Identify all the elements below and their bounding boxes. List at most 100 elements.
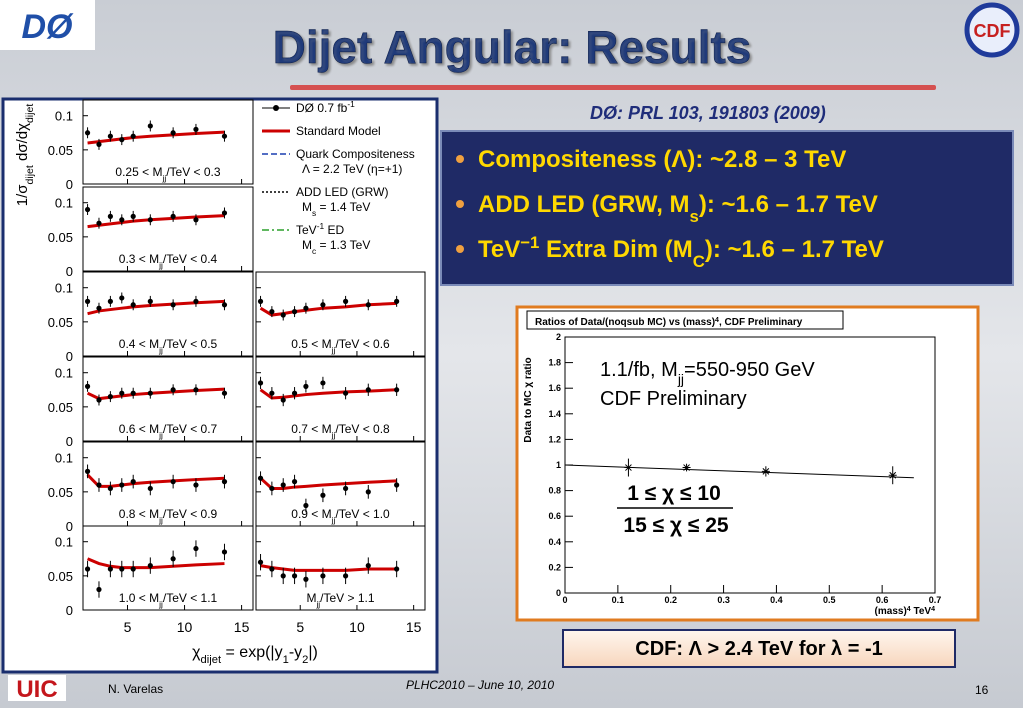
data-point: [221, 549, 228, 555]
panel-label: 0.7 < Mjj/TeV < 0.8: [291, 422, 390, 440]
y-tick-label: 1: [556, 460, 561, 470]
data-point: [221, 390, 228, 396]
data-point: [343, 390, 349, 396]
y-tick-label: 1.8: [548, 358, 561, 368]
data-point: [343, 573, 349, 579]
subscript: jj: [158, 260, 163, 270]
y-tick-label: 0: [556, 588, 561, 598]
footer-logo-box: [8, 675, 66, 701]
text-part: 0.4 < M: [119, 337, 159, 351]
y-tick-label: 1.2: [548, 434, 561, 444]
data-point: [394, 298, 400, 304]
data-point: [221, 479, 228, 485]
panel-label: 1.0 < Mjj/TeV < 1.1: [119, 591, 218, 609]
bullet-dot: [456, 245, 464, 253]
bullet-text: Compositeness (Λ): ~2.8 – 3 TeV: [478, 146, 846, 173]
panel-label: 0.6 < Mjj/TeV < 0.7: [119, 422, 218, 440]
data-point: [119, 217, 125, 223]
data-point: [221, 133, 228, 139]
text-part: , CDF Preliminary: [719, 317, 803, 328]
annotation: 1.1/fb, Mjj=550-950 GeV: [600, 359, 815, 387]
y-tick-label: 0.1: [55, 196, 73, 211]
data-point: [269, 390, 275, 396]
data-point: [119, 137, 125, 143]
data-point: [107, 566, 113, 572]
annotation: CDF Preliminary: [600, 388, 747, 410]
text-part: Standard Model: [296, 124, 381, 138]
bullet-dot: [456, 155, 464, 163]
data-point: [280, 397, 286, 403]
data-point: [147, 485, 153, 492]
y-tick-label: 0.05: [48, 569, 73, 584]
data-point: [170, 130, 176, 136]
data-point: [365, 302, 371, 308]
text-part: ): ~1.6 – 1.7 TeV: [705, 236, 884, 263]
data-point: [147, 217, 153, 223]
data-point: [269, 309, 275, 315]
text-part: ADD LED (GRW): [296, 185, 388, 199]
subscript: s: [312, 208, 316, 218]
footer-event: PLHC2010 – June 10, 2010: [406, 678, 554, 692]
superscript: 4: [715, 317, 719, 324]
data-point: [320, 492, 326, 498]
data-point: [193, 387, 199, 393]
data-point: [269, 566, 275, 572]
text-part: /TeV < 0.6: [335, 337, 390, 351]
y-tick-label: 0.1: [55, 535, 73, 550]
data-point: [84, 566, 91, 572]
data-point: [107, 213, 113, 219]
x-tick-label: 0.4: [770, 595, 783, 605]
superscript: -1: [317, 221, 325, 231]
subscript: jj: [158, 345, 163, 355]
data-point: [193, 482, 199, 488]
data-point: [257, 475, 264, 481]
y-tick-label: 0.05: [48, 400, 73, 415]
data-point: [119, 482, 125, 488]
data-point: [147, 390, 153, 396]
data-point: [257, 298, 264, 304]
y-tick-label: 0: [66, 519, 73, 534]
legend-label: ADD LED (GRW): [296, 185, 388, 199]
text-part: -y: [289, 644, 302, 661]
subscript: jj: [331, 345, 336, 355]
x-tick-label: 10: [177, 619, 193, 635]
footer-logo: UIC: [16, 676, 57, 703]
text-part: ED: [324, 223, 344, 237]
subscript: jj: [677, 371, 684, 387]
subscript: jj: [158, 430, 163, 440]
data-point: [96, 220, 102, 226]
footer-author: N. Varelas: [108, 682, 163, 696]
x-tick-label: 0.2: [664, 595, 677, 605]
panel-frame: [82, 356, 254, 442]
data-point: [193, 217, 199, 223]
data-point: [365, 563, 371, 569]
data-point: [221, 302, 228, 308]
x-axis-label: χdijet = exp(|y1-y2|): [192, 644, 318, 666]
data-point: [170, 302, 176, 308]
y-axis-label: Data to MC χ ratio: [523, 357, 534, 442]
panel-label: 0.4 < Mjj/TeV < 0.5: [119, 337, 218, 355]
data-point: [221, 210, 228, 216]
x-tick-label: 5: [296, 619, 304, 635]
bullet-box: [440, 130, 1014, 286]
text-part: 1.1/fb, M: [600, 359, 678, 381]
data-point: [682, 464, 691, 471]
reference: DØ: PRL 103, 191803 (2009): [590, 103, 826, 123]
data-point: [303, 576, 309, 582]
data-point: [119, 390, 125, 396]
panel-frame: [82, 271, 254, 357]
data-point: [365, 489, 371, 495]
data-point: [193, 126, 199, 132]
text-part: /TeV < 0.3: [166, 165, 221, 179]
y-tick-label: 0.05: [48, 143, 73, 158]
data-point: [107, 298, 113, 304]
superscript: 4: [931, 606, 935, 613]
data-point: [170, 387, 176, 393]
superscript: 4: [907, 606, 911, 613]
text-part: 0.25 < M: [115, 165, 162, 179]
data-point: [107, 485, 113, 492]
subscript: c: [312, 246, 316, 256]
x-tick-label: 10: [349, 619, 365, 635]
data-point: [147, 298, 153, 304]
